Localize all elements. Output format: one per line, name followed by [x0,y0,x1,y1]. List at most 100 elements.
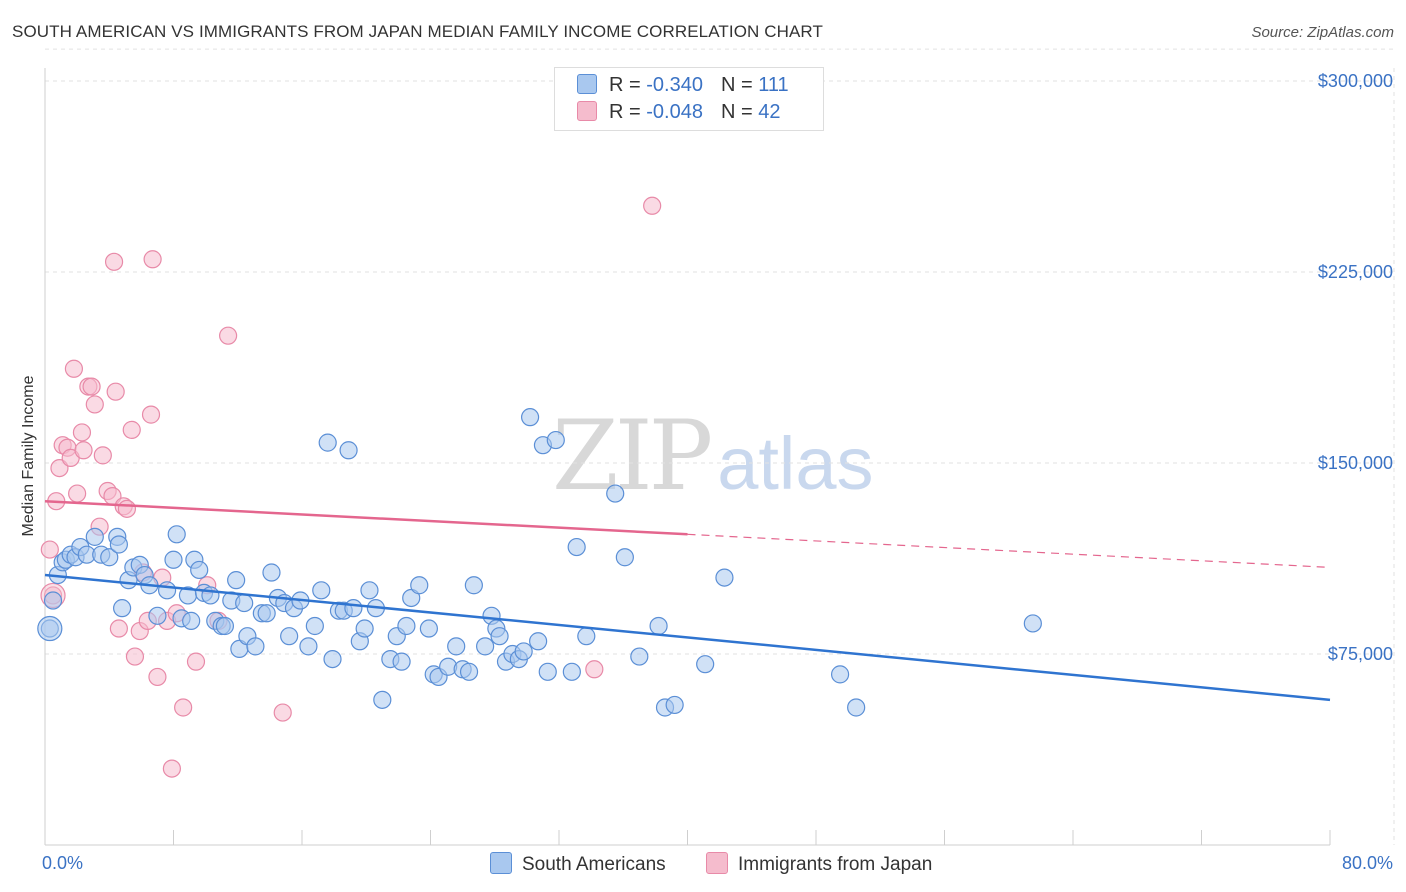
legend-n-label: N = [720,101,759,123]
data-point [344,599,363,618]
data-point [262,563,281,582]
trend-line-immigrants-from-japan [44,499,688,536]
data-point [280,627,299,646]
data-point [162,759,181,778]
data-point [174,698,193,717]
data-point [219,326,238,345]
data-point [235,593,254,613]
data-point [490,627,509,646]
data-point [1023,614,1042,633]
legend-r-label: R = [609,101,647,123]
pink-swatch [706,852,728,874]
data-point [273,703,292,722]
data-point [227,571,246,590]
data-point [696,655,715,674]
data-point [85,395,104,414]
chart-title: SOUTH AMERICAN VS IMMIGRANTS FROM JAPAN … [12,22,823,41]
data-point [64,359,84,378]
data-point [68,484,87,503]
data-point [100,548,119,567]
data-point [459,662,479,681]
data-point [109,619,128,638]
data-point [476,637,495,656]
data-point [649,616,668,636]
data-point [141,405,161,424]
bottom-legend-south-americans: South Americans [490,852,666,876]
bottom-legend-immigrants-from-japan: Immigrants from Japan [706,852,932,876]
data-point [72,423,92,442]
data-point [125,647,145,666]
y-tick-label: $225,000 [1318,262,1393,282]
data-point [104,252,124,271]
data-point [830,665,850,684]
data-point [447,637,466,656]
data-point [464,576,483,595]
grid-lines [45,48,1395,845]
legend-r-value: -0.340 [646,74,703,96]
data-point [318,433,337,452]
legend-r-value: -0.048 [646,101,703,123]
x-tick-label-end: 80.0% [1342,853,1393,873]
pink-swatch [577,101,597,121]
data-point [410,576,429,595]
axes [44,68,1331,846]
trend-lines [44,499,1331,702]
series-south-americans [37,408,1042,717]
stats-legend: R = -0.340 N = 111 R = -0.048 N = 42 [554,67,824,131]
data-point [339,441,358,460]
trend-line-south-americans [44,573,1331,702]
data-point [360,581,379,600]
data-point [157,581,177,600]
watermark-zip: ZIP [552,400,713,512]
bottom-legend-label: Immigrants from Japan [738,854,933,875]
blue-swatch [490,852,512,874]
data-point [190,560,209,580]
y-tick-label: $300,000 [1318,71,1393,91]
legend-row-south-americans: R = -0.340 N = 111 [577,74,789,102]
data-point [606,484,625,503]
y-tick-label: $150,000 [1318,453,1393,473]
data-point [117,499,137,518]
data-point [164,550,183,569]
data-point [419,619,438,638]
data-point [373,690,392,709]
data-point [665,695,684,715]
data-point [93,446,112,465]
blue-swatch [577,74,597,94]
data-point [148,606,167,625]
data-point [546,430,565,450]
data-point [312,581,331,600]
legend-n-label: N = [720,74,759,96]
data-point [397,616,416,636]
legend-n-value: 111 [758,74,789,96]
data-point [50,458,69,478]
source-label: Source: ZipAtlas.com [1251,24,1394,41]
y-tick-label: $75,000 [1328,644,1393,664]
data-point [562,662,581,681]
data-point [112,599,132,618]
legend-n-value: 42 [758,101,781,123]
data-point [182,611,201,630]
data-point [567,537,586,557]
data-point [323,649,342,669]
data-point [514,642,533,661]
data-point [715,568,734,587]
data-point [109,535,128,554]
data-point [40,540,59,559]
data-point [215,616,234,636]
data-point [122,420,141,439]
data-point-large [37,615,63,642]
data-point [246,637,265,656]
data-point [392,652,411,671]
data-point [106,382,125,401]
data-point [85,527,104,546]
y-axis-label: Median Family Income [20,375,37,536]
data-point [615,548,634,567]
data-point [43,591,63,610]
data-point [82,377,101,396]
legend-row-immigrants-from-japan: R = -0.048 N = 42 [577,101,780,129]
data-point [257,604,276,623]
axis-labels: $75,000 $150,000 $225,000 $300,000 0.0% 80.0%… [20,71,1393,873]
data-point [167,525,186,544]
